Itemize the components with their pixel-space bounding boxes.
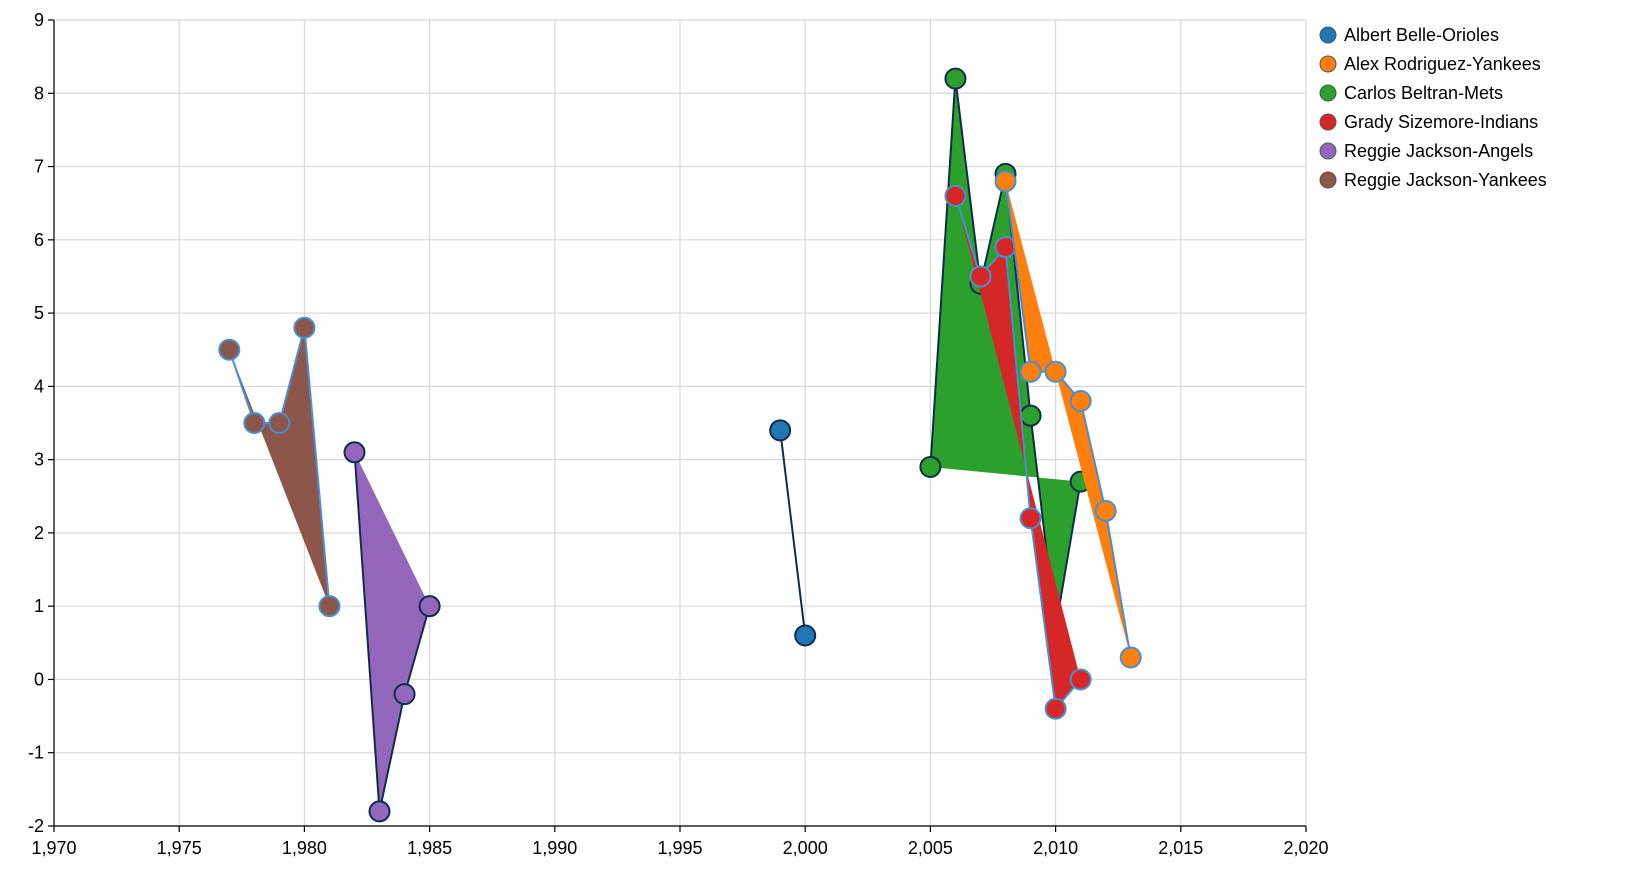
y-tick-label: 9	[34, 10, 44, 30]
data-point[interactable]	[1019, 404, 1042, 427]
x-tick-label: 1,975	[157, 838, 202, 858]
legend-item[interactable]: Grady Sizemore-Indians	[1319, 112, 1538, 132]
series-albert-belle-orioles	[769, 419, 817, 647]
data-point[interactable]	[218, 338, 241, 361]
series-line	[1004, 181, 1132, 658]
data-point[interactable]	[1044, 697, 1067, 720]
data-point[interactable]	[318, 595, 341, 618]
data-point[interactable]	[1069, 390, 1092, 413]
y-tick-label: -1	[28, 743, 44, 763]
legend-item[interactable]: Reggie Jackson-Angels	[1319, 141, 1533, 161]
data-point[interactable]	[1069, 668, 1092, 691]
x-tick-label: 1,995	[657, 838, 702, 858]
legend-swatch	[1319, 26, 1337, 44]
data-point[interactable]	[919, 455, 942, 478]
y-tick-label: 6	[34, 230, 44, 250]
legend-item[interactable]: Albert Belle-Orioles	[1319, 25, 1499, 45]
series-alex-rodriguez-yankees	[994, 170, 1142, 669]
data-point[interactable]	[1119, 646, 1142, 669]
y-tick-label: 5	[34, 303, 44, 323]
y-tick-label: 8	[34, 83, 44, 103]
data-point[interactable]	[268, 412, 291, 434]
y-tick-label: 0	[34, 669, 44, 689]
legend[interactable]: Albert Belle-Orioles Alex Rodriguez-Yanke…	[1319, 25, 1547, 190]
series-reggie-jackson-yankees	[218, 316, 341, 618]
x-tick-label: 2,005	[908, 838, 953, 858]
x-tick-label: 2,010	[1033, 838, 1078, 858]
data-point[interactable]	[1019, 360, 1042, 383]
series-grady-sizemore-indians	[944, 184, 1092, 720]
data-point[interactable]	[769, 419, 792, 442]
x-tick-label: 1,985	[407, 838, 452, 858]
x-tick-label: 1,970	[31, 838, 76, 858]
series-reggie-jackson-angels	[343, 441, 441, 823]
legend-label: Grady Sizemore-Indians	[1344, 112, 1538, 132]
data-point[interactable]	[243, 412, 266, 434]
series-line	[353, 452, 431, 813]
y-tick-label: 4	[34, 376, 44, 396]
legend-label: Alex Rodriguez-Yankees	[1344, 54, 1541, 74]
data-point[interactable]	[418, 595, 441, 618]
data-point[interactable]	[1094, 499, 1117, 522]
x-tick-label: 1,990	[532, 838, 577, 858]
data-point[interactable]	[293, 316, 316, 339]
axis-layer: 1,970 1,975 1,980 1,985 1,990 1,995 2,000 2,005…	[28, 10, 1329, 858]
legend-label: Reggie Jackson-Angels	[1344, 141, 1533, 161]
x-tick-label: 2,000	[783, 838, 828, 858]
legend-swatch	[1319, 84, 1337, 102]
data-point[interactable]	[969, 265, 992, 288]
legend-swatch	[1319, 142, 1337, 160]
series-area	[1005, 181, 1131, 658]
grid-layer	[53, 19, 1307, 827]
y-tick-label: 7	[34, 157, 44, 177]
series-layer	[218, 67, 1142, 823]
y-tick-label: -2	[28, 816, 44, 836]
data-point[interactable]	[1019, 507, 1042, 530]
legend-swatch	[1319, 171, 1337, 189]
legend-label: Albert Belle-Orioles	[1344, 25, 1499, 45]
series-area	[955, 195, 1081, 709]
x-tick-label: 2,015	[1158, 838, 1203, 858]
data-point[interactable]	[794, 624, 817, 647]
data-point[interactable]	[944, 67, 967, 90]
legend-swatch	[1319, 113, 1337, 131]
series-line	[779, 430, 807, 636]
data-point[interactable]	[944, 184, 967, 207]
data-point[interactable]	[1044, 360, 1067, 383]
series-area	[229, 327, 330, 607]
x-tick-label: 1,980	[282, 838, 327, 858]
legend-item[interactable]: Reggie Jackson-Yankees	[1319, 170, 1547, 190]
y-tick-label: 1	[34, 596, 44, 616]
x-tick-label: 2,020	[1283, 838, 1328, 858]
legend-item[interactable]: Carlos Beltran-Mets	[1319, 83, 1503, 103]
data-point[interactable]	[368, 800, 391, 823]
data-point[interactable]	[343, 441, 366, 464]
legend-swatch	[1319, 55, 1337, 73]
y-tick-label: 3	[34, 450, 44, 470]
legend-label: Carlos Beltran-Mets	[1344, 83, 1503, 103]
y-tick-label: 2	[34, 523, 44, 543]
legend-label: Reggie Jackson-Yankees	[1344, 170, 1547, 190]
legend-item[interactable]: Alex Rodriguez-Yankees	[1319, 54, 1541, 74]
data-point[interactable]	[393, 683, 416, 706]
data-point[interactable]	[994, 170, 1017, 193]
